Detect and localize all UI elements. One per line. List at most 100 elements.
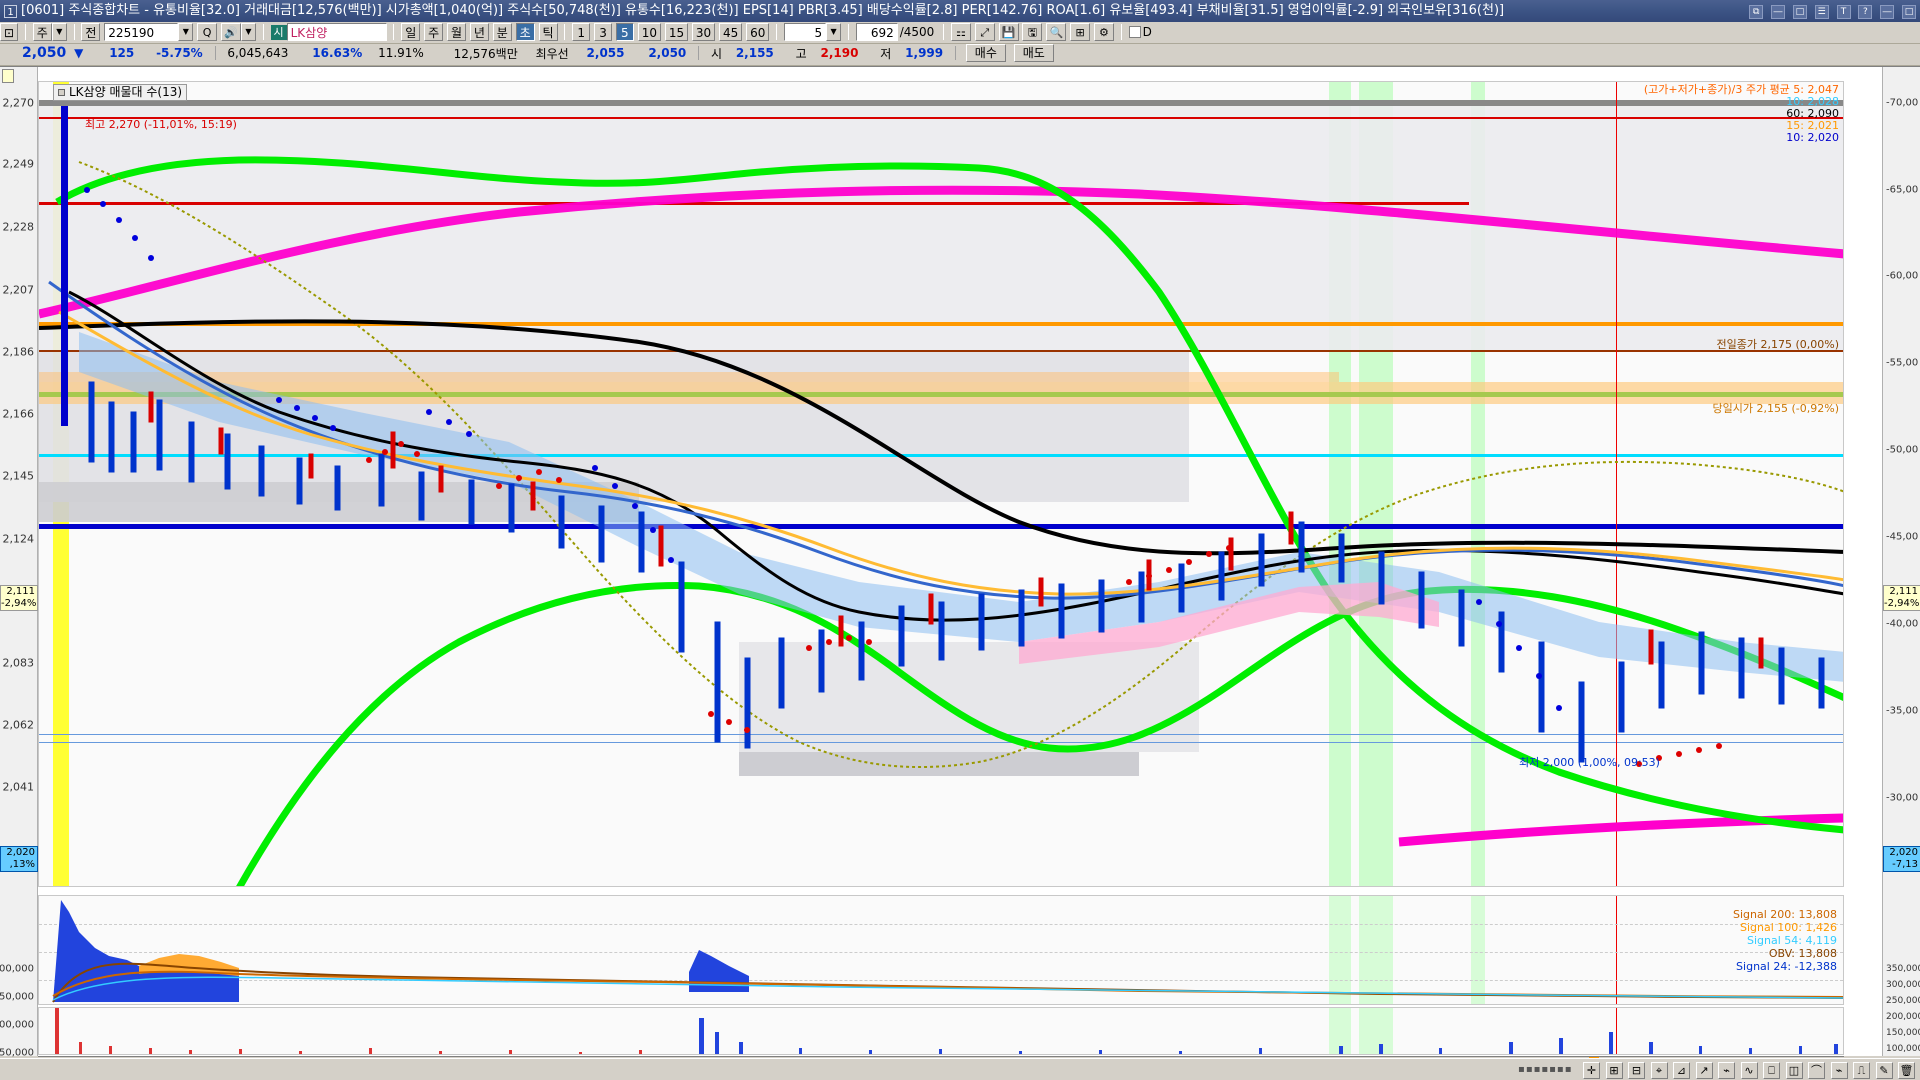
period-second-button[interactable]: 초 (515, 23, 535, 41)
arc-tool-icon[interactable]: ⌒ (1808, 1061, 1825, 1079)
y-tick-right: -35,00 (1886, 705, 1919, 717)
menu-icon[interactable]: ☰ (1814, 4, 1829, 19)
price-axis-right[interactable]: -70,00 -65,00 -60,00 -55,00 -50,00 -45,0… (1882, 67, 1920, 1080)
rect-tool-icon[interactable]: ⎕ (1763, 1061, 1780, 1079)
text-icon[interactable]: T (1836, 4, 1851, 19)
period-month-button[interactable]: 월 (447, 23, 467, 41)
stock-code-input[interactable]: 225190 (104, 23, 179, 41)
minimize2-icon[interactable]: ― (1880, 4, 1895, 19)
price-axis-left[interactable]: 2,270 2,249 2,228 2,207 2,186 2,166 2,14… (0, 67, 38, 1080)
channel-tool-icon[interactable]: ⎍ (1853, 1061, 1870, 1079)
candlestick-series (61, 106, 1825, 763)
quote-separator (954, 46, 956, 60)
y-tick-right: -55,00 (1886, 357, 1919, 369)
period-minute-button[interactable]: 분 (492, 23, 512, 41)
market-type-dropdown[interactable]: ▼ (51, 23, 67, 41)
y-tick: 2,270 (2, 96, 35, 110)
help-icon[interactable]: ? (1858, 4, 1873, 19)
wave-tool-icon[interactable]: ∿ (1740, 1061, 1758, 1079)
interval-5-button[interactable]: 5 (615, 23, 634, 41)
raw-volume-plot[interactable] (38, 1007, 1844, 1055)
gear-icon[interactable]: ⚙ (1093, 23, 1114, 41)
grey-band-top (39, 100, 1843, 106)
current-price: 2,050 (22, 45, 67, 61)
trendline-tool-icon[interactable]: ↗ (1695, 1061, 1713, 1079)
drawing-toolbar[interactable]: ▪▪▪▪▪▪▪ ✛ ⊞ ⊟ ⌖ ⊿ ↗ ⌁ ∿ ⎕ ◫ ⌒ ⌁ ⎍ ✎ 🗑 (1518, 1059, 1916, 1080)
vol-y-tick-right: 100,000 (1886, 1044, 1920, 1054)
sound-dropdown[interactable]: ▼ (240, 23, 256, 41)
legend-checkbox-icon[interactable] (58, 89, 65, 96)
session-band (1329, 896, 1351, 1004)
triangle-tool-icon[interactable]: ⊿ (1673, 1061, 1690, 1079)
panel-tool-icon[interactable]: ◫ (1785, 1061, 1803, 1079)
sell-button[interactable]: 매도 (1013, 44, 1054, 62)
interval-60-button[interactable]: 60 (746, 23, 770, 41)
layout-icon[interactable]: ⊞ (1070, 23, 1091, 41)
stock-name-input[interactable]: LK삼양 (286, 23, 387, 41)
delete-tool-icon[interactable]: 🗑 (1898, 1061, 1915, 1079)
ma-legend: (고가+저가+종가)/3 주가 평균 5: 2,047 10: 2,028 60… (1644, 84, 1839, 144)
tick-size-input[interactable]: 5 (784, 23, 827, 41)
restore-icon[interactable]: ⧉ (1749, 4, 1764, 19)
bar-count-input[interactable]: 692 (855, 23, 898, 41)
stock-code-dropdown[interactable]: ▼ (178, 23, 194, 41)
ma-legend-item: 15: 2,021 (1786, 119, 1839, 132)
target-tool-icon[interactable]: ⌖ (1650, 1061, 1668, 1079)
save-icon[interactable]: 💾 (998, 23, 1019, 41)
interval-1-button[interactable]: 1 (572, 23, 591, 41)
chart-legend-title: LK삼양 매물대 수(13) (53, 84, 188, 101)
minimize-icon[interactable]: ― (1771, 4, 1786, 19)
y-tick-right: -45,00 (1886, 531, 1919, 543)
price-chart-plot[interactable]: LK삼양 매물대 수(13) (고가+저가+종가)/3 주가 평균 5: 2,0… (38, 81, 1844, 887)
interval-10-button[interactable]: 10 (637, 23, 661, 41)
axis-lock-icon[interactable] (2, 69, 14, 83)
d-checkbox[interactable] (1128, 26, 1141, 38)
window-controls[interactable]: ⧉ ― □ ☰ T ? ― □ (1747, 0, 1918, 22)
window-titlebar: 1 [0601] 주식종합차트 - 유통비율[32.0] 거래대금[12,576(… (0, 0, 1920, 22)
y-tick-right: -70,00 (1886, 97, 1919, 109)
crosshair-tool-icon[interactable]: ✛ (1583, 1061, 1600, 1079)
y-tick-right: -40,00 (1886, 618, 1919, 630)
tick-size-dropdown[interactable]: ▼ (826, 23, 842, 41)
d-checkbox-label: D (1142, 25, 1152, 39)
ma-legend-item: 10: 2,020 (1786, 131, 1839, 144)
period-week-button[interactable]: 주 (424, 23, 444, 41)
period-year-button[interactable]: 년 (469, 23, 489, 41)
toolbar-separator (73, 24, 75, 40)
period-tick-button[interactable]: 틱 (538, 23, 558, 41)
zoom-icon[interactable]: 🔍 (1046, 23, 1067, 41)
edit-tool-icon[interactable]: ✎ (1875, 1061, 1893, 1079)
line-tool-icon[interactable]: ⌁ (1830, 1061, 1848, 1079)
volume-chart-plot[interactable]: Signal 200: 13,808 Signal 100: 1,426 Sig… (38, 895, 1844, 1005)
interval-30-button[interactable]: 30 (691, 23, 716, 41)
volume-indicator-legend: Signal 200: 13,808 Signal 100: 1,426 Sig… (1733, 908, 1837, 973)
ma-legend-item: 60: 2,090 (1786, 107, 1839, 120)
grid-tool-icon[interactable]: ⊞ (1605, 1061, 1623, 1079)
bar-count-total: /4500 (899, 25, 935, 39)
expand-icon[interactable]: ⤢ (974, 23, 995, 41)
market-badge: 시 (270, 24, 287, 40)
box-tool-icon[interactable]: ⊟ (1628, 1061, 1645, 1079)
maximize-icon[interactable]: □ (1792, 4, 1807, 19)
interval-45-button[interactable]: 45 (719, 23, 743, 41)
resistance-line-red (39, 202, 1469, 205)
market-type-button[interactable]: 주 (32, 23, 52, 41)
toolbar-separator (847, 24, 849, 40)
period-day-button[interactable]: 일 (401, 23, 421, 41)
search-icon[interactable]: Q (197, 23, 218, 41)
close-icon[interactable]: □ (1902, 4, 1916, 19)
print-icon[interactable]: 🖫 (1022, 23, 1043, 41)
buy-button[interactable]: 매수 (965, 44, 1006, 62)
cursor-price-tag-left-2: 2,020 ,13% (0, 846, 38, 872)
window-mode-icon[interactable]: ⊡ (0, 23, 19, 41)
sound-icon[interactable]: 🔊 (220, 23, 241, 41)
interval-3-button[interactable]: 3 (594, 23, 613, 41)
grid-icon[interactable]: ⚏ (950, 23, 971, 41)
zigzag-tool-icon[interactable]: ⌁ (1718, 1061, 1735, 1079)
interval-15-button[interactable]: 15 (664, 23, 689, 41)
prev-button[interactable]: 전 (81, 23, 101, 41)
vol-y-tick-right: 150,000 (1886, 1028, 1920, 1038)
y-tick: 2,083 (2, 656, 35, 670)
toolbar-separator (262, 24, 264, 40)
